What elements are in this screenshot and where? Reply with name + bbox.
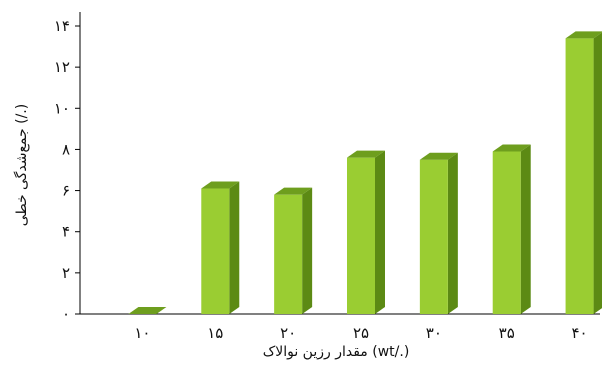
bar-top xyxy=(565,31,602,39)
x-tick-label: ۲۵ xyxy=(353,324,369,342)
bar-side xyxy=(593,32,602,314)
y-tick-label: ۱۲ xyxy=(54,58,70,76)
x-tick-label: ۴۰ xyxy=(572,324,588,342)
bar-front xyxy=(201,188,230,314)
y-tick-label: ۱۰ xyxy=(54,99,70,117)
bar-top xyxy=(419,152,458,160)
y-ticks: ۰ ۲ ۴ ۶ ۸ ۱۰ ۱۲ ۱۴ xyxy=(54,17,80,323)
y-tick-label: ۲ xyxy=(62,264,70,282)
bar-front xyxy=(274,194,303,314)
y-axis-title: جمع‌شدگی خطی (/.) xyxy=(13,104,30,226)
x-ticks: ۱۰ ۱۵ ۲۰ ۲۵ ۳۰ ۳۵ ۴۰ xyxy=(134,324,587,342)
bar xyxy=(347,150,385,314)
x-tick-label: ۳۵ xyxy=(499,324,515,342)
bar-side xyxy=(229,181,240,314)
bar xyxy=(565,31,602,314)
bar xyxy=(274,187,313,314)
bar xyxy=(492,144,531,314)
bar-side xyxy=(520,144,531,314)
bar-side xyxy=(302,187,313,314)
bar-top xyxy=(492,144,531,152)
bar xyxy=(419,152,458,314)
x-tick-label: ۱۰ xyxy=(134,324,150,342)
bar-front xyxy=(492,151,521,314)
x-tick-label: ۱۵ xyxy=(207,324,223,342)
y-tick-label: ۰ xyxy=(62,305,70,323)
bar-top xyxy=(128,307,167,314)
bar-front xyxy=(347,157,375,314)
x-tick-label: ۲۰ xyxy=(280,324,296,342)
bars xyxy=(128,31,602,314)
bar xyxy=(201,181,240,314)
bar xyxy=(128,307,167,314)
y-tick-label: ۸ xyxy=(62,140,70,158)
x-tick-label: ۳۰ xyxy=(426,324,442,342)
bar-side xyxy=(375,150,385,314)
bar-top xyxy=(347,150,385,158)
x-axis-title: مقدار رزین نوالاک (wt/.) xyxy=(263,344,410,360)
bar-front xyxy=(565,38,594,314)
bar-front xyxy=(419,159,448,314)
y-tick-label: ۴ xyxy=(62,223,70,241)
y-tick-label: ۶ xyxy=(62,182,70,200)
bar-side xyxy=(447,152,458,314)
bar-top xyxy=(201,181,240,189)
bar-top xyxy=(274,187,313,195)
y-tick-label: ۱۴ xyxy=(54,17,70,35)
